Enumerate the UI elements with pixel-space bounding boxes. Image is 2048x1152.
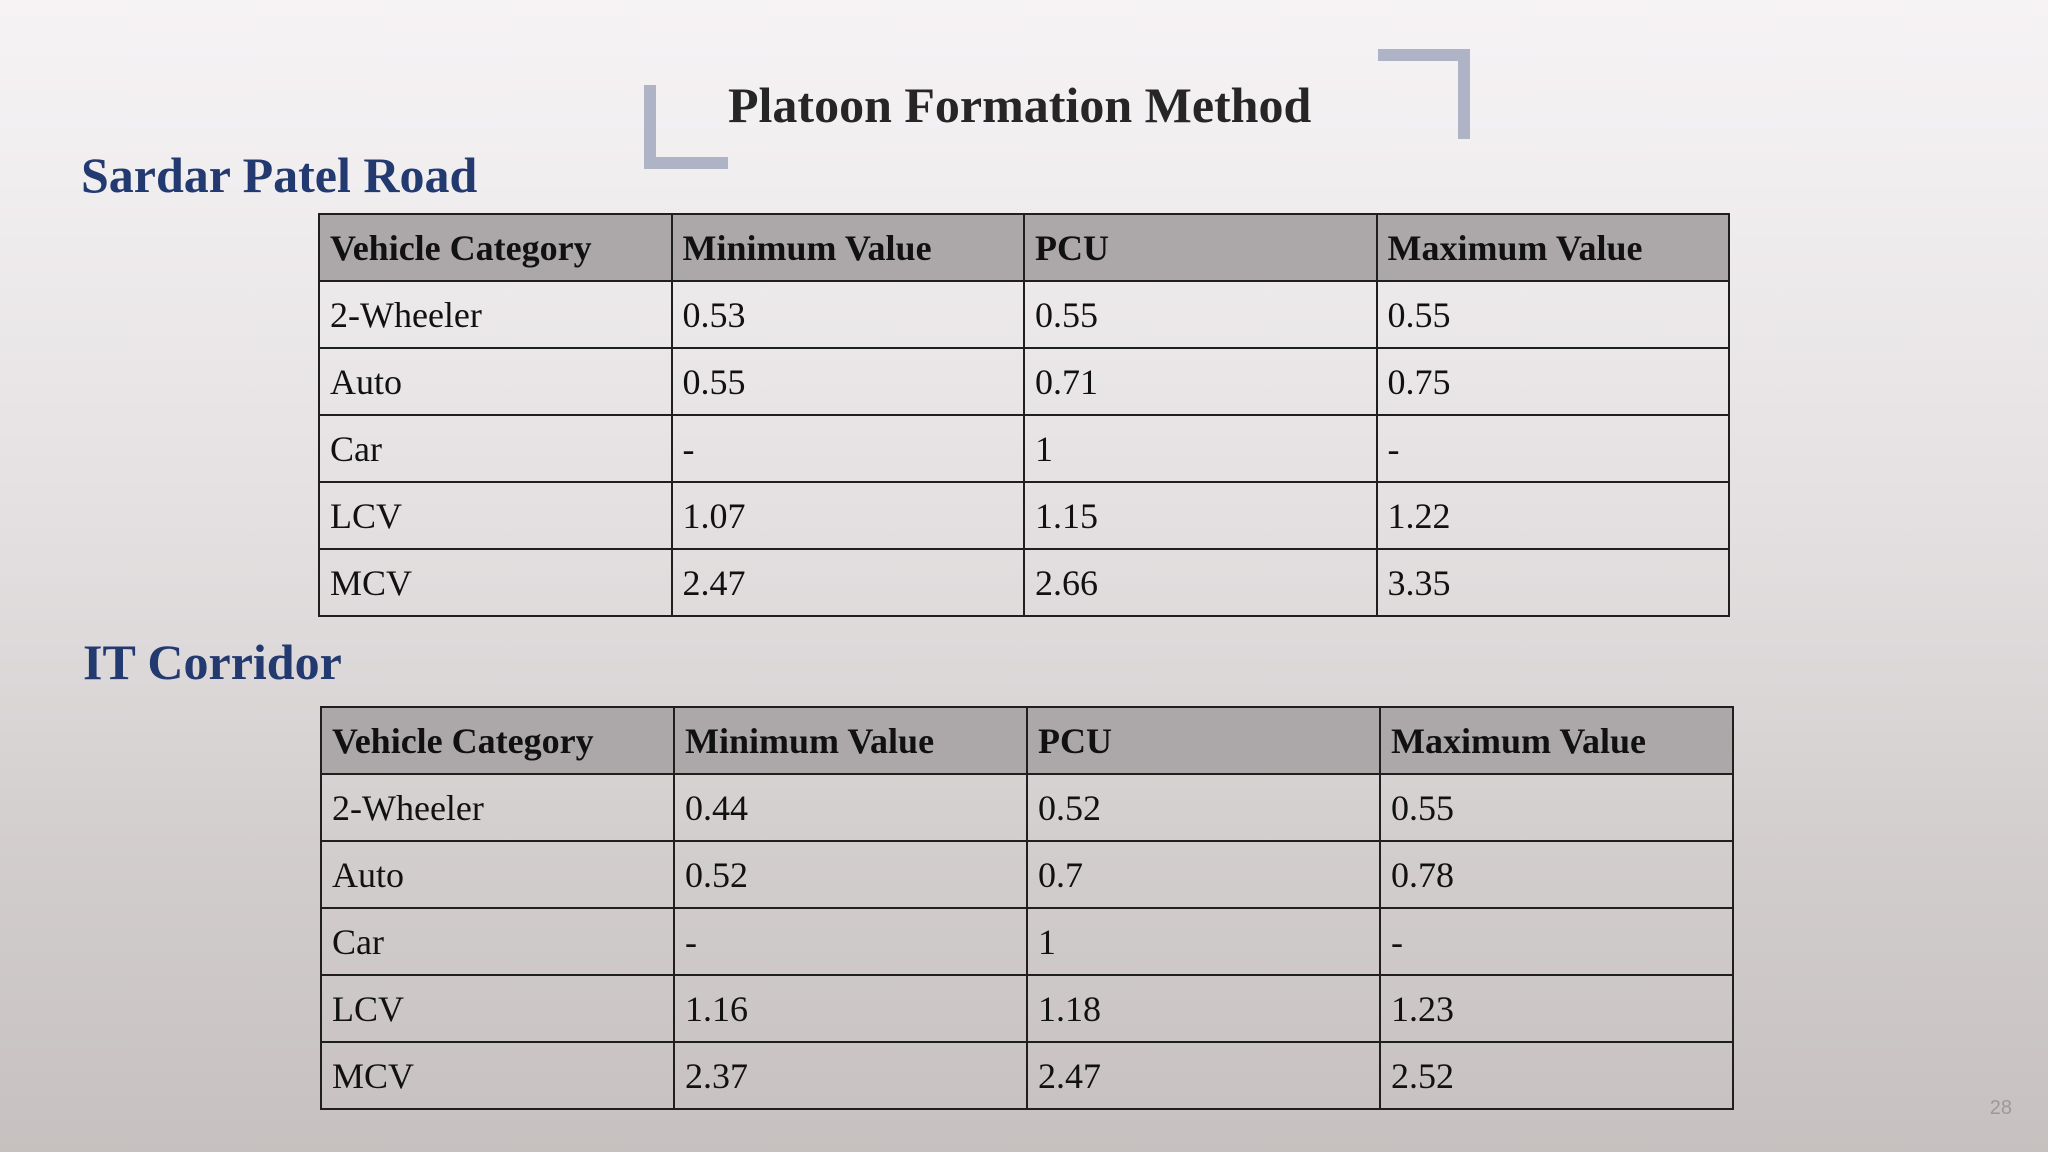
column-header-vehicle-category: Vehicle Category [318, 213, 673, 282]
table-cell: 1.18 [1026, 974, 1381, 1043]
table-cell: 0.53 [670, 280, 1025, 349]
section-heading-it-corridor: IT Corridor [83, 634, 342, 690]
table-cell: LCV [318, 481, 673, 550]
column-header-maximum-value: Maximum Value [1379, 706, 1734, 775]
title-bracket-left [644, 85, 728, 169]
column-header-minimum-value: Minimum Value [670, 213, 1025, 282]
table-cell: 1.22 [1375, 481, 1730, 550]
table-cell: 2.37 [673, 1041, 1028, 1110]
table-row: 2-Wheeler 0.44 0.52 0.55 [320, 773, 1734, 842]
pcu-table-sardar-patel-road: Vehicle Category Minimum Value PCU Maxim… [318, 213, 1730, 617]
table-cell: - [1379, 907, 1734, 976]
table-row: Car - 1 - [318, 414, 1730, 483]
table-cell: 2-Wheeler [320, 773, 675, 842]
column-header-vehicle-category: Vehicle Category [320, 706, 675, 775]
section-heading-sardar-patel-road: Sardar Patel Road [81, 147, 478, 203]
title-bracket-right [1378, 49, 1470, 139]
table-row: Auto 0.52 0.7 0.78 [320, 840, 1734, 909]
table-cell: 1.07 [670, 481, 1025, 550]
table-cell: Auto [318, 347, 673, 416]
table-cell: 1 [1023, 414, 1378, 483]
table-cell: 0.75 [1375, 347, 1730, 416]
table-cell: 0.52 [1026, 773, 1381, 842]
table-cell: 0.7 [1026, 840, 1381, 909]
table-cell: 0.55 [1023, 280, 1378, 349]
table-cell: Auto [320, 840, 675, 909]
table-row: Auto 0.55 0.71 0.75 [318, 347, 1730, 416]
table-cell: 2.66 [1023, 548, 1378, 617]
table-cell: 0.52 [673, 840, 1028, 909]
table-cell: 1.23 [1379, 974, 1734, 1043]
table-cell: MCV [318, 548, 673, 617]
table-cell: MCV [320, 1041, 675, 1110]
slide-title: Platoon Formation Method [728, 77, 1312, 133]
column-header-pcu: PCU [1023, 213, 1378, 282]
table-row: MCV 2.47 2.66 3.35 [318, 548, 1730, 617]
table-cell: 2.52 [1379, 1041, 1734, 1110]
table-cell: 2.47 [670, 548, 1025, 617]
table-row: Car - 1 - [320, 907, 1734, 976]
column-header-minimum-value: Minimum Value [673, 706, 1028, 775]
table-header-row: Vehicle Category Minimum Value PCU Maxim… [318, 213, 1730, 282]
table-cell: 0.78 [1379, 840, 1734, 909]
table-cell: 1.15 [1023, 481, 1378, 550]
column-header-maximum-value: Maximum Value [1375, 213, 1730, 282]
table-cell: 0.71 [1023, 347, 1378, 416]
table-cell: Car [320, 907, 675, 976]
table-cell: 2-Wheeler [318, 280, 673, 349]
table-cell: Car [318, 414, 673, 483]
table-cell: 0.55 [670, 347, 1025, 416]
table-cell: 1 [1026, 907, 1381, 976]
table-cell: 0.55 [1375, 280, 1730, 349]
table-cell: 0.44 [673, 773, 1028, 842]
table-cell: - [673, 907, 1028, 976]
table-row: MCV 2.37 2.47 2.52 [320, 1041, 1734, 1110]
table-cell: 1.16 [673, 974, 1028, 1043]
table-header-row: Vehicle Category Minimum Value PCU Maxim… [320, 706, 1734, 775]
column-header-pcu: PCU [1026, 706, 1381, 775]
table-row: LCV 1.07 1.15 1.22 [318, 481, 1730, 550]
table-cell: 0.55 [1379, 773, 1734, 842]
table-row: 2-Wheeler 0.53 0.55 0.55 [318, 280, 1730, 349]
table-cell: - [1375, 414, 1730, 483]
table-cell: - [670, 414, 1025, 483]
table-cell: 2.47 [1026, 1041, 1381, 1110]
table-row: LCV 1.16 1.18 1.23 [320, 974, 1734, 1043]
pcu-table-it-corridor: Vehicle Category Minimum Value PCU Maxim… [320, 706, 1734, 1110]
page-number: 28 [1989, 1097, 2012, 1119]
table-cell: LCV [320, 974, 675, 1043]
table-cell: 3.35 [1375, 548, 1730, 617]
